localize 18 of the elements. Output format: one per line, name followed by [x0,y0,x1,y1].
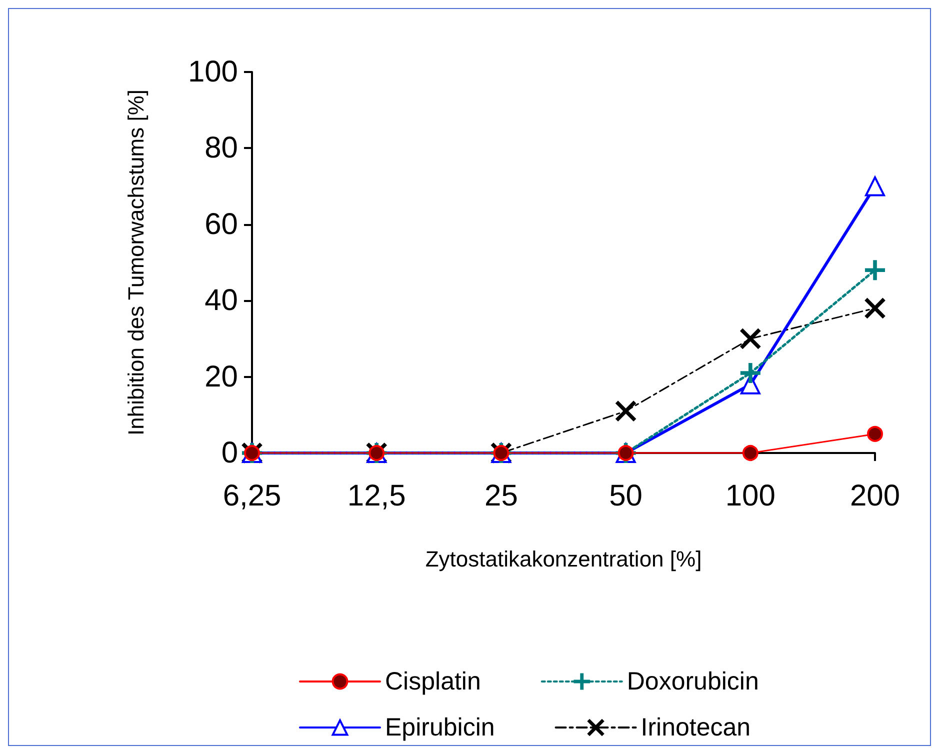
legend-label: Doxorubicin [626,668,759,696]
legend-label: Cisplatin [385,668,481,696]
x-tick-label: 12,5 [347,480,406,512]
legend-label: Epirubicin [385,714,495,742]
x-tick-label: 200 [850,480,900,512]
y-tick-label: 0 [221,436,238,470]
x-tick-label: 25 [484,480,518,512]
x-tick-label: 6,25 [222,480,282,512]
y-tick-label: 20 [204,360,238,394]
y-tick-label: 80 [204,132,238,165]
y-tick-label: 60 [204,208,238,241]
y-tick-label: 40 [204,284,238,318]
x-axis-title: Zytostatikakonzentration [%] [425,546,702,572]
legend-label: Irinotecan [640,714,751,742]
x-tick-label: 50 [609,480,642,512]
x-tick-label: 100 [725,480,776,512]
y-tick-label: 100 [188,56,238,88]
y-axis-title: Inhibition des Tumorwachstums [%] [124,89,148,436]
